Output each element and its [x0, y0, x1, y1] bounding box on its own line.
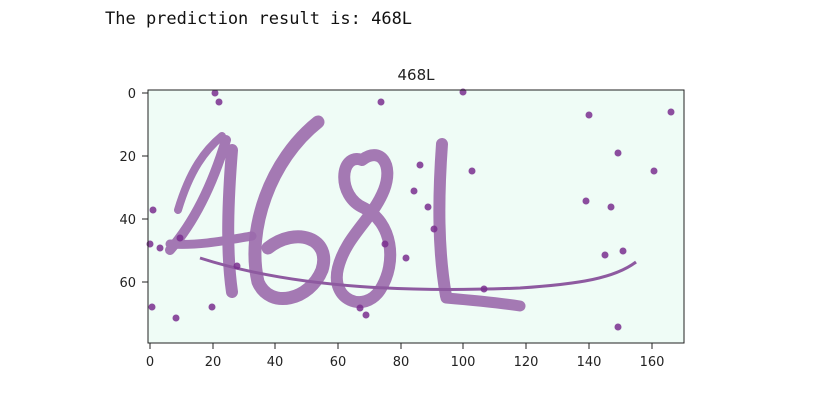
axes-title: 468L [398, 66, 436, 84]
y-tick-label: 60 [119, 276, 136, 291]
x-tick-label: 160 [640, 355, 665, 370]
prediction-output-text: The prediction result is: 468L [105, 9, 413, 29]
glyph-8 [330, 149, 397, 308]
x-tick-label: 0 [146, 355, 154, 370]
axes-frame [147, 89, 685, 344]
y-tick-label: 20 [119, 150, 136, 165]
captcha-image [146, 88, 675, 331]
x-tick-label: 40 [267, 355, 284, 370]
x-tick-label: 60 [330, 355, 347, 370]
image-background [148, 90, 684, 343]
glyph-L [433, 138, 526, 312]
noise-curve [199, 256, 637, 292]
y-tick-label: 0 [128, 87, 136, 102]
glyph-6 [248, 115, 331, 305]
x-tick-label: 20 [205, 355, 222, 370]
x-tick-label: 100 [451, 355, 476, 370]
y-axis [142, 92, 148, 283]
x-tick-label: 80 [393, 355, 410, 370]
x-axis [149, 343, 653, 349]
x-tick-label: 140 [577, 355, 602, 370]
x-tick-label: 120 [514, 355, 539, 370]
noise-dots [146, 88, 675, 331]
y-tick-label: 40 [119, 213, 136, 228]
